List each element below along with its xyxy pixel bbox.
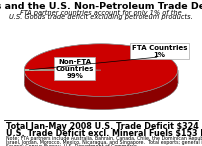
Text: Source: Census Bureau, U.S. Department of Commerce.: Source: Census Bureau, U.S. Department o…: [6, 144, 138, 146]
Text: U.S. Trade Deficit excl. Mineral Fuels $153 Billion: U.S. Trade Deficit excl. Mineral Fuels $…: [6, 129, 202, 138]
Text: Non-FTA
Countries
99%: Non-FTA Countries 99%: [56, 59, 94, 79]
Text: FTAs and the U.S. Non-Petroleum Trade Deficit: FTAs and the U.S. Non-Petroleum Trade De…: [0, 2, 202, 11]
Text: Total Jan-May 2008 U.S. Trade Deficit $324 Billion: Total Jan-May 2008 U.S. Trade Deficit $3…: [6, 122, 202, 131]
Text: FTA partner countries account for only 1% of the: FTA partner countries account for only 1…: [20, 9, 182, 16]
Polygon shape: [24, 71, 178, 110]
Text: Note: FTA partners include Australia, Bahrain, Canada, Chile, the Dominican Repu: Note: FTA partners include Australia, Ba…: [6, 136, 202, 141]
Text: Israel, Jordan, Morocco, Mexico, Nicaragua, and Singapore.  Total exports; gener: Israel, Jordan, Morocco, Mexico, Nicarag…: [6, 140, 202, 145]
Ellipse shape: [24, 57, 178, 110]
Polygon shape: [24, 69, 101, 71]
Text: U.S. Goods trade deficit excluding petroleum products.: U.S. Goods trade deficit excluding petro…: [9, 14, 193, 20]
Text: FTA Countries
1%: FTA Countries 1%: [132, 45, 187, 58]
Polygon shape: [24, 44, 178, 96]
